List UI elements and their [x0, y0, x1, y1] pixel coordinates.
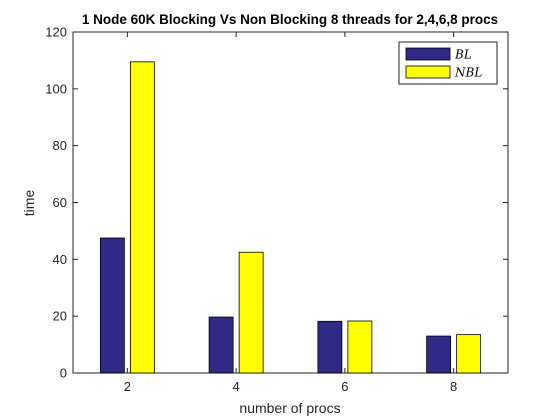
chart-title: 1 Node 60K Blocking Vs Non Blocking 8 th…	[82, 12, 498, 27]
bar-bl-6	[317, 320, 343, 374]
y-tick-label: 0	[60, 366, 67, 381]
y-tick-label: 60	[53, 195, 67, 210]
x-tick-label: 4	[233, 379, 240, 394]
bar-nbl-6	[347, 320, 373, 374]
legend-swatch-nbl	[405, 65, 451, 79]
bar-nbl-2	[129, 61, 155, 374]
y-tick-label: 100	[45, 81, 67, 96]
x-tick-label: 2	[124, 379, 131, 394]
x-tick-label: 6	[341, 379, 348, 394]
legend-label-nbl: NBL	[454, 66, 482, 80]
bar-bl-2	[99, 237, 125, 374]
x-tick-label: 8	[450, 379, 457, 394]
y-tick-label: 120	[45, 25, 67, 40]
y-tick-label: 20	[53, 309, 67, 324]
y-tick-label: 40	[53, 252, 67, 267]
y-axis-label: time	[21, 190, 37, 217]
bar-bl-8	[426, 335, 452, 374]
bar-nbl-4	[238, 251, 264, 374]
legend: BL NBL	[398, 41, 498, 85]
y-axis: 0 20 40 60 80 100 120	[45, 25, 508, 381]
bar-bl-4	[208, 316, 234, 374]
legend-label-bl: BL	[454, 48, 472, 62]
bar-nbl-8	[456, 334, 482, 374]
legend-swatch-bl	[405, 47, 451, 61]
y-tick-label: 80	[53, 138, 67, 153]
bars-group	[99, 61, 482, 374]
x-axis: 2 4 6 8	[124, 32, 457, 394]
x-axis-label: number of procs	[239, 400, 340, 416]
plot-area: 0 20 40 60 80 100 120 2 4 6 8	[45, 25, 509, 394]
